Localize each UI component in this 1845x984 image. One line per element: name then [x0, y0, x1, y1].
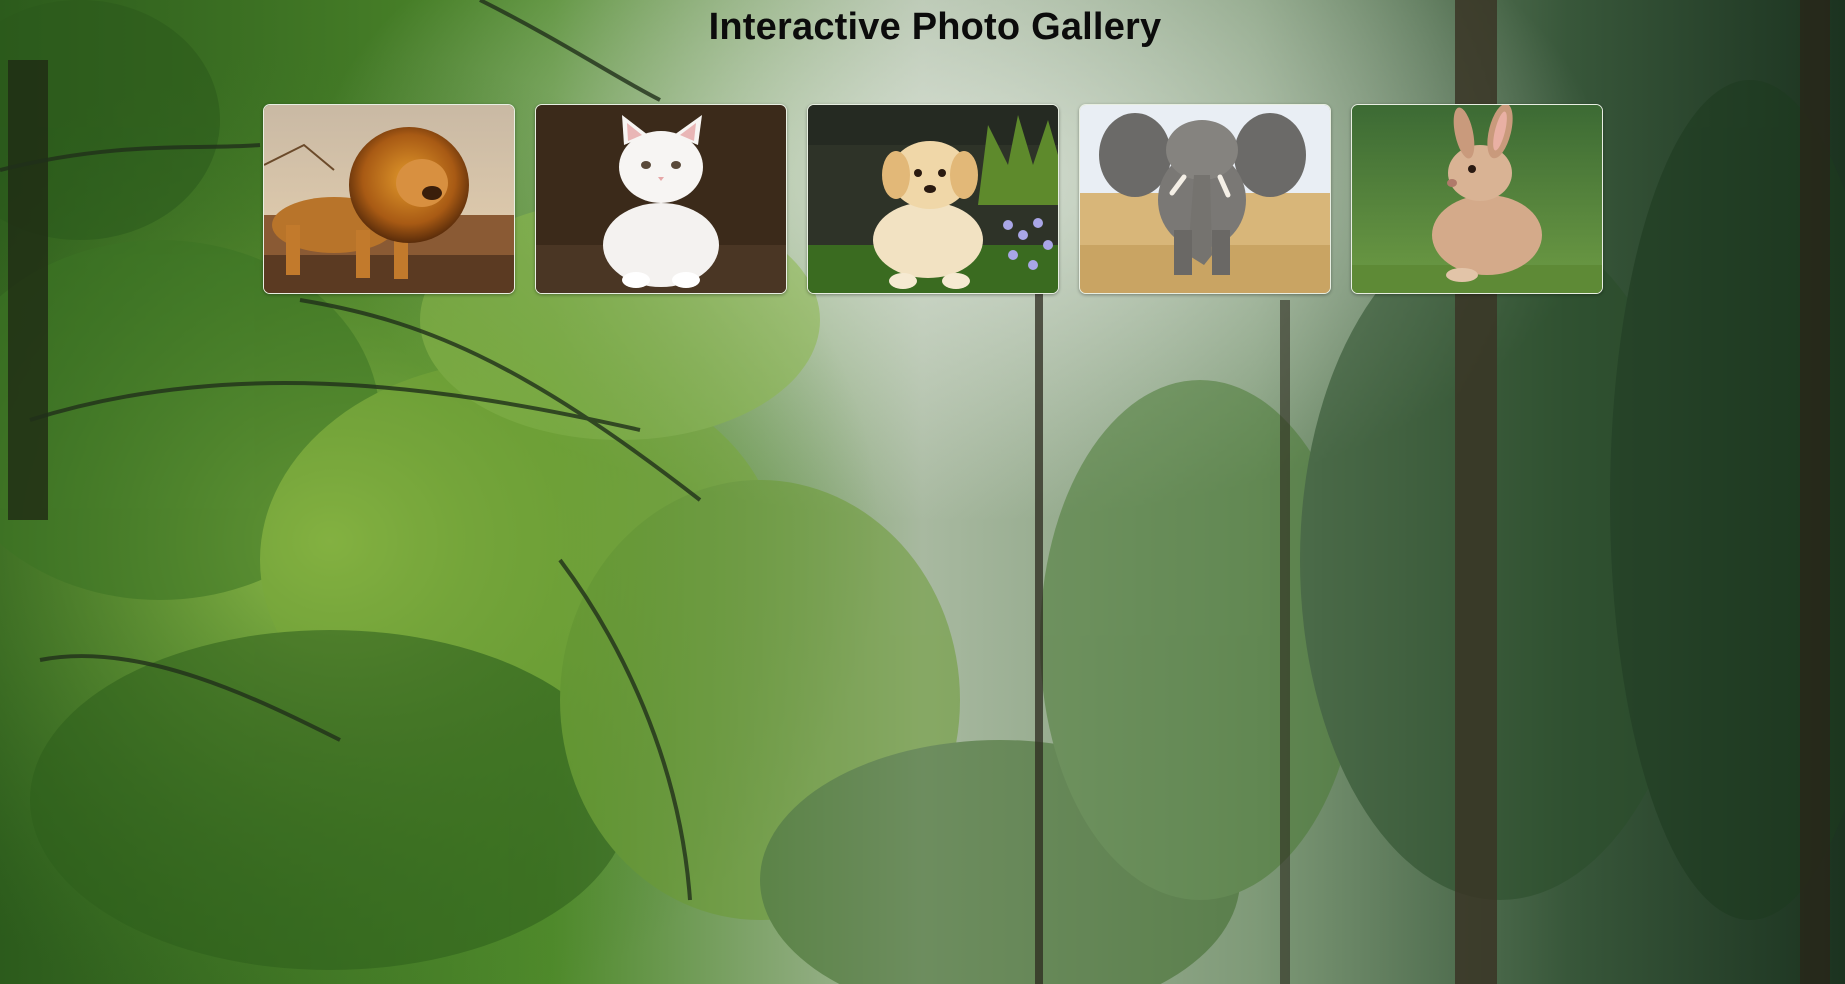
rabbit-photo	[1352, 105, 1602, 293]
white-kitten-photo	[536, 105, 786, 293]
gallery-photo-puppy[interactable]	[807, 104, 1059, 294]
lion-photo	[264, 105, 514, 293]
page-title: Interactive Photo Gallery	[708, 6, 1162, 48]
gallery-photo-rabbit[interactable]	[1351, 104, 1603, 294]
gallery-photo-elephant[interactable]	[1079, 104, 1331, 294]
elephant-photo	[1080, 105, 1330, 293]
golden-puppy-photo	[808, 105, 1058, 293]
gallery-photo-lion[interactable]	[263, 104, 515, 294]
gallery-photo-kitten[interactable]	[535, 104, 787, 294]
